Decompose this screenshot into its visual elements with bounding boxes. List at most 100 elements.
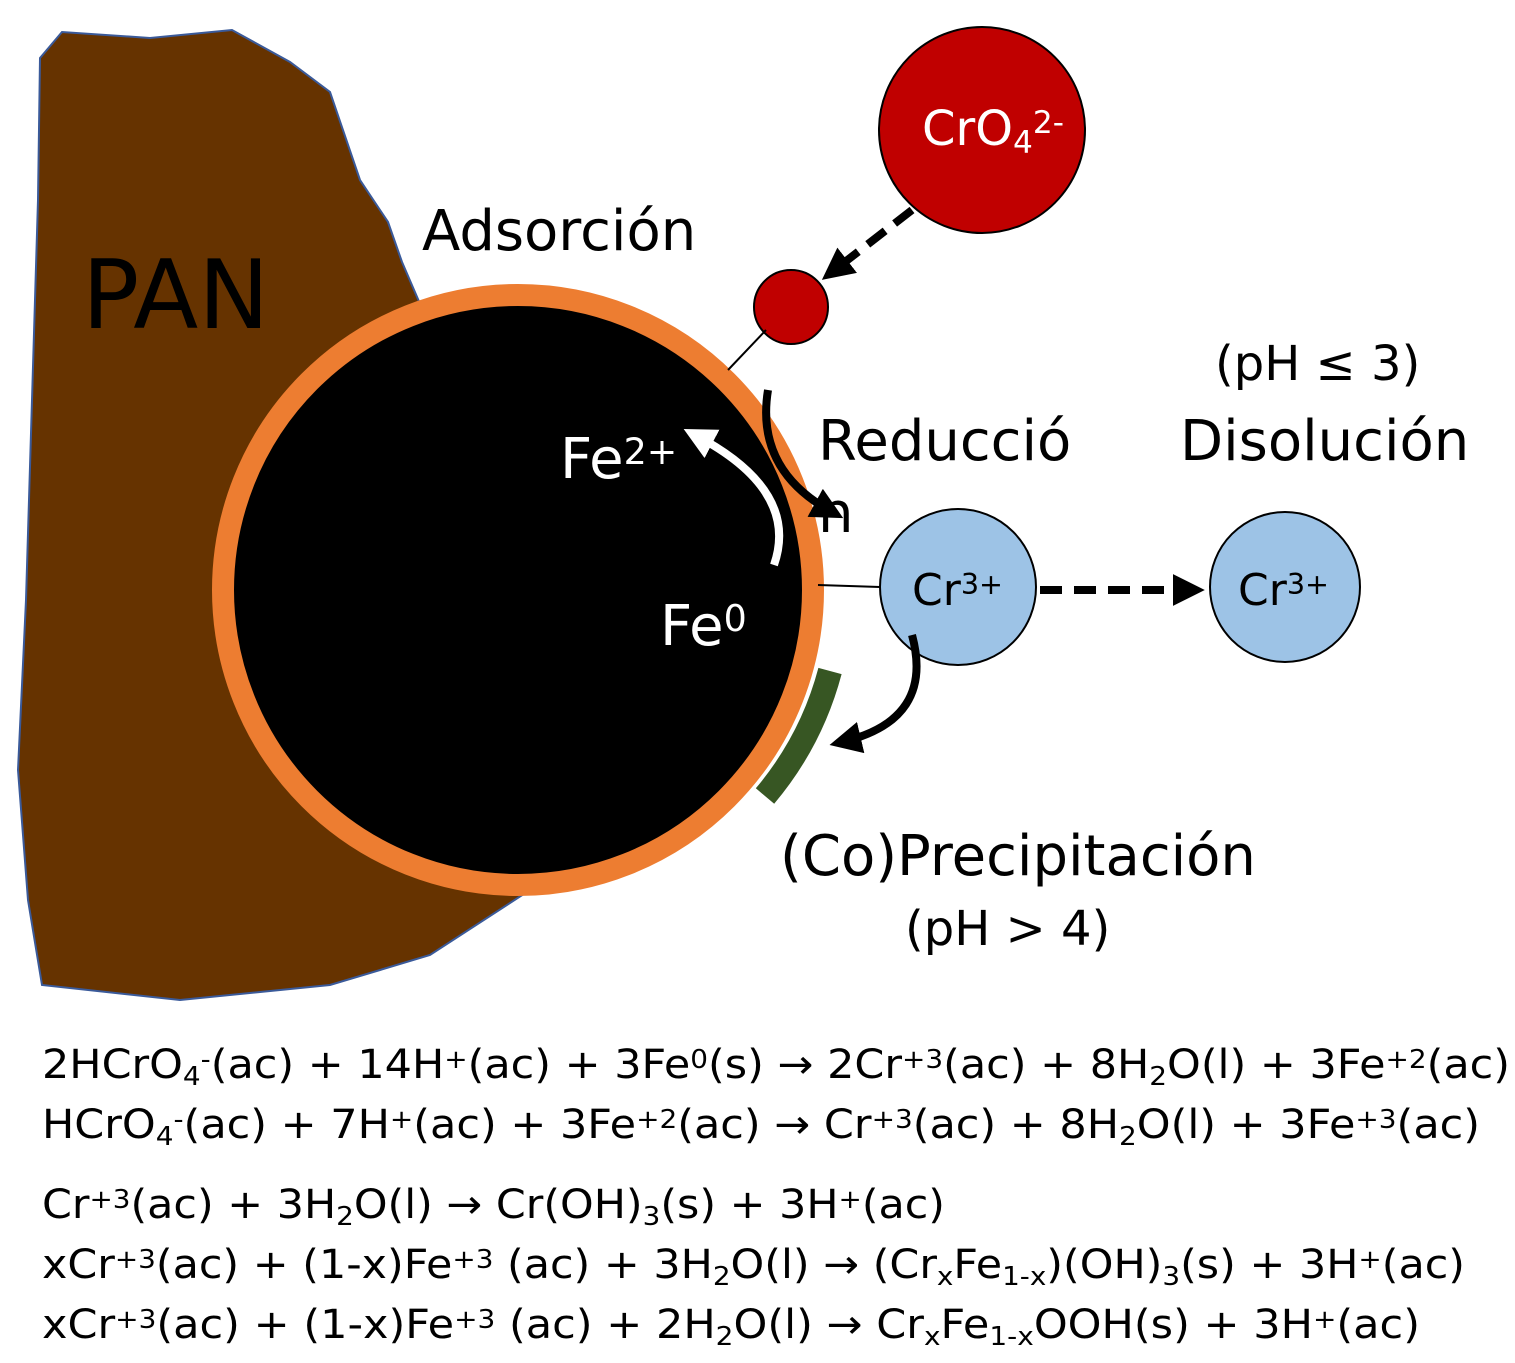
dissolution-label: Disolución: [1180, 409, 1469, 474]
equation: Cr +3(ac) + 3H 2O(l) → Cr(OH) 3(s) + 3H +(ac…: [42, 1182, 945, 1232]
cr3-surface-label: Cr3+: [912, 565, 1003, 616]
superscript: 2+: [624, 430, 678, 473]
formula-text: (ac): [1427, 1042, 1510, 1088]
bond: [817, 584, 881, 588]
formula-text: Cr: [912, 565, 962, 616]
formula-text: (ac) + 7H: [184, 1102, 390, 1148]
formula-text: O(l) → Cr(OH): [354, 1182, 643, 1228]
formula-text: xCr: [42, 1242, 115, 1288]
formula-text: (ac): [1397, 1102, 1480, 1148]
superscript: +: [1313, 1305, 1336, 1335]
subscript: x: [937, 1262, 953, 1292]
formula-text: O(l) + 3Fe: [1137, 1102, 1356, 1148]
equation: 2HCrO 4-(ac) + 14H +(ac) + 3Fe 0(s) → 2Cr +3…: [42, 1042, 1510, 1092]
superscript: +3: [872, 1105, 913, 1135]
subscript: 3: [643, 1202, 661, 1232]
subscript: 2: [336, 1202, 354, 1232]
subscript: 3: [1162, 1262, 1180, 1292]
formula-text: (ac) + 8H: [943, 1042, 1149, 1088]
diffusion-arrow: [821, 206, 915, 280]
formula-text: (ac) + 8H: [913, 1102, 1119, 1148]
superscript: +: [444, 1045, 467, 1075]
formula-text: O(l) + 3Fe: [1167, 1042, 1385, 1088]
formula-text: (s) + 3H: [1180, 1242, 1358, 1288]
ph-high-label: (pH > 4): [905, 901, 1110, 957]
formula-text: )(OH): [1046, 1242, 1162, 1288]
superscript: +3: [1355, 1105, 1396, 1135]
superscript: 3+: [961, 567, 1003, 601]
subscript: 4: [1013, 125, 1033, 161]
equations: 2HCrO 4-(ac) + 14H +(ac) + 3Fe 0(s) → 2Cr +3…: [42, 1042, 1510, 1352]
superscript: +3: [115, 1305, 156, 1335]
formula-text: HCrO: [42, 1102, 156, 1148]
superscript: -: [173, 1105, 183, 1135]
subscript: x: [924, 1322, 941, 1352]
pan-label: PAN: [82, 241, 269, 351]
formula-text: (ac): [1382, 1242, 1465, 1288]
formula-text: Cr: [1238, 565, 1288, 616]
equation: HCrO 4-(ac) + 7H +(ac) + 3Fe +2(ac) → Cr +3(…: [42, 1102, 1480, 1152]
formula-text: O(l) → Cr: [733, 1302, 924, 1348]
formula-text: (ac) + 14H: [211, 1042, 444, 1088]
subscript: 2: [716, 1322, 734, 1352]
cr3-solution-label: Cr3+: [1238, 565, 1329, 616]
formula-text: (ac) + 2H: [495, 1302, 715, 1348]
fe2-label: Fe2+: [560, 427, 677, 492]
formula-text: OOH(s) + 3H: [1034, 1302, 1313, 1348]
formula-text: (ac): [862, 1182, 945, 1228]
formula-text: Fe: [660, 594, 724, 659]
superscript: +: [1358, 1245, 1381, 1275]
formula-text: (ac) → Cr: [677, 1102, 872, 1148]
reduction-label-end: n: [818, 481, 854, 546]
superscript: +3: [89, 1185, 130, 1215]
formula-text: 2HCrO: [42, 1042, 183, 1088]
superscript: +: [390, 1105, 413, 1135]
precipitation-arrow: [829, 633, 921, 754]
formula-text: (ac) + 3Fe: [413, 1102, 636, 1148]
fe0-label: Fe0: [660, 594, 747, 659]
shell: [212, 284, 824, 896]
formula-text: (ac): [1336, 1302, 1420, 1348]
formula-text: Fe: [941, 1302, 990, 1348]
reduction-arrow: [762, 389, 844, 519]
subscript: 1-x: [1002, 1262, 1046, 1292]
superscript: 2-: [1033, 105, 1064, 141]
superscript: +3: [115, 1245, 156, 1275]
equation: xCr +3(ac) + (1-x)Fe +3 (ac) + 2H 2O(l) → C…: [42, 1302, 1420, 1352]
superscript: +2: [636, 1105, 677, 1135]
subscript: 1-x: [989, 1322, 1033, 1352]
precipitate-layer: [755, 667, 842, 804]
formula-text: Fe: [560, 427, 624, 492]
oxidation-arrow: [683, 429, 784, 567]
subscript: 4: [156, 1122, 174, 1152]
formula-text: (ac) + 3H: [130, 1182, 336, 1228]
subscript: 4: [183, 1062, 201, 1092]
formula-text: (ac) + (1-x)Fe: [156, 1242, 452, 1288]
formula-text: O(l) → (Cr: [731, 1242, 938, 1288]
cr3-solution-ion: [1209, 511, 1361, 663]
bond: [727, 329, 767, 371]
subscript: 2: [713, 1262, 731, 1292]
superscript: 3+: [1287, 567, 1329, 601]
formula-text: (ac) + 3H: [493, 1242, 712, 1288]
precipitation-label: (Co)Precipitación: [780, 824, 1256, 889]
superscript: 0: [690, 1045, 708, 1075]
subscript: 2: [1149, 1062, 1167, 1092]
superscript: +3: [452, 1245, 493, 1275]
superscript: +2: [1386, 1045, 1427, 1075]
superscript: +: [839, 1185, 862, 1215]
formula-text: xCr: [42, 1302, 116, 1348]
reduction-label: Reducció: [818, 409, 1071, 474]
subscript: 2: [1119, 1122, 1137, 1152]
superscript: +3: [902, 1045, 943, 1075]
formula-text: (s) + 3H: [660, 1182, 838, 1228]
chromate-label: CrO42-: [922, 101, 1064, 161]
formula-text: (ac) + 3Fe: [468, 1042, 691, 1088]
adsorption-label: Adsorción: [422, 199, 696, 264]
formula-text: Cr: [42, 1182, 90, 1228]
formula-text: (ac) + (1-x)Fe: [156, 1302, 454, 1348]
superscript: -: [201, 1045, 211, 1075]
equation: xCr +3(ac) + (1-x)Fe +3 (ac) + 3H 2O(l) → (…: [42, 1242, 1465, 1292]
